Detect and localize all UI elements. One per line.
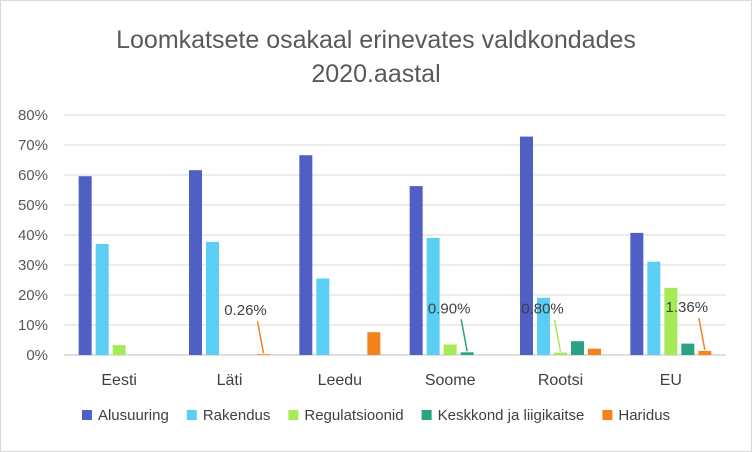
y-tick-label: 10%: [18, 317, 48, 334]
legend-item-haridus: Haridus: [602, 407, 670, 424]
bar-haridus-leedu: [367, 332, 381, 355]
chart-title-line-2: 2020.aastal: [311, 60, 440, 88]
data-label: 0.80%: [521, 301, 564, 318]
data-label: 0.26%: [224, 302, 267, 319]
bar-regulatsioonid-soome: [443, 344, 457, 355]
legend-item-rakendus: Rakendus: [186, 407, 271, 424]
legend-label: Rakendus: [203, 407, 271, 424]
y-tick-label: 60%: [18, 167, 48, 184]
bar-regulatsioonid-eu: [664, 287, 678, 355]
bar-keskkond-ja-liigikaitse-rootsi: [571, 341, 584, 355]
callout-leader-line: [256, 321, 265, 354]
bar-alusuuring-soome: [409, 186, 423, 355]
legend-item-keskkond-ja-liigikaitse: Keskkond ja liigikaitse: [421, 407, 585, 424]
bar-rakendus-soome: [426, 238, 440, 355]
gridlines: [64, 114, 726, 356]
legend-label: Alusuuring: [98, 407, 169, 424]
bars: [78, 136, 712, 355]
bar-haridus-rootsi: [588, 348, 601, 355]
legend-swatch: [602, 410, 613, 420]
legend: Alusuuring Rakendus Regulatsioonid Keskkond…: [81, 407, 670, 424]
legend-label: Haridus: [618, 407, 670, 424]
legend-swatch: [288, 410, 299, 420]
bar-haridus-eu: [698, 350, 712, 355]
bar-rakendus-leedu: [316, 278, 330, 355]
bar-haridus-l-ti: [257, 354, 270, 355]
x-axis-category-labels: Eesti Läti Leedu Soome Rootsi EU: [101, 372, 682, 389]
y-tick-label: 0%: [26, 347, 48, 364]
y-tick-label: 30%: [18, 257, 48, 274]
callout-leader-line: [553, 319, 562, 352]
y-tick-label: 50%: [18, 197, 48, 214]
x-category-label: EU: [660, 372, 682, 389]
bar-rakendus-eu: [647, 261, 661, 355]
bar-alusuuring-leedu: [299, 155, 313, 355]
x-category-label: Läti: [217, 372, 243, 389]
data-label: 1.36%: [666, 299, 709, 316]
bar-regulatsioonid-eesti: [112, 345, 126, 355]
data-label: 0.90%: [428, 300, 471, 317]
bar-alusuuring-eesti: [78, 176, 92, 355]
y-axis-tick-labels: 0% 10% 20% 30% 40% 50% 60% 70% 80%: [18, 107, 48, 364]
bar-rakendus-l-ti: [206, 241, 219, 355]
y-tick-label: 70%: [18, 137, 48, 154]
legend-swatch: [81, 410, 92, 420]
bar-alusuuring-l-ti: [189, 170, 202, 355]
callout-leader-line: [460, 319, 468, 352]
x-category-label: Eesti: [101, 372, 137, 389]
legend-swatch: [421, 410, 432, 420]
y-tick-label: 80%: [18, 107, 48, 124]
x-category-label: Soome: [425, 372, 476, 389]
x-category-label: Leedu: [318, 372, 363, 389]
bar-rakendus-rootsi: [537, 297, 550, 355]
legend-item-alusuuring: Alusuuring: [81, 407, 169, 424]
bar-keskkond-ja-liigikaitse-eu: [681, 343, 695, 355]
callout-leader-line: [698, 317, 706, 351]
bar-rakendus-eesti: [95, 244, 109, 355]
bar-alusuuring-eu: [630, 232, 644, 355]
legend-label: Keskkond ja liigikaitse: [438, 407, 585, 424]
data-callouts: 0.26% 0.90% 0.80% 1.36%: [224, 299, 709, 354]
chart-title-line-1: Loomkatsete osakaal erinevates valdkonda…: [116, 26, 636, 54]
bar-alusuuring-rootsi: [520, 136, 533, 355]
legend-item-regulatsioonid: Regulatsioonid: [288, 407, 404, 424]
y-tick-label: 40%: [18, 227, 48, 244]
bar-regulatsioonid-rootsi: [554, 352, 567, 355]
legend-swatch: [186, 410, 197, 420]
y-tick-label: 20%: [18, 287, 48, 304]
legend-label: Regulatsioonid: [304, 407, 403, 424]
x-category-label: Rootsi: [538, 372, 583, 389]
bar-keskkond-ja-liigikaitse-soome: [460, 352, 474, 355]
